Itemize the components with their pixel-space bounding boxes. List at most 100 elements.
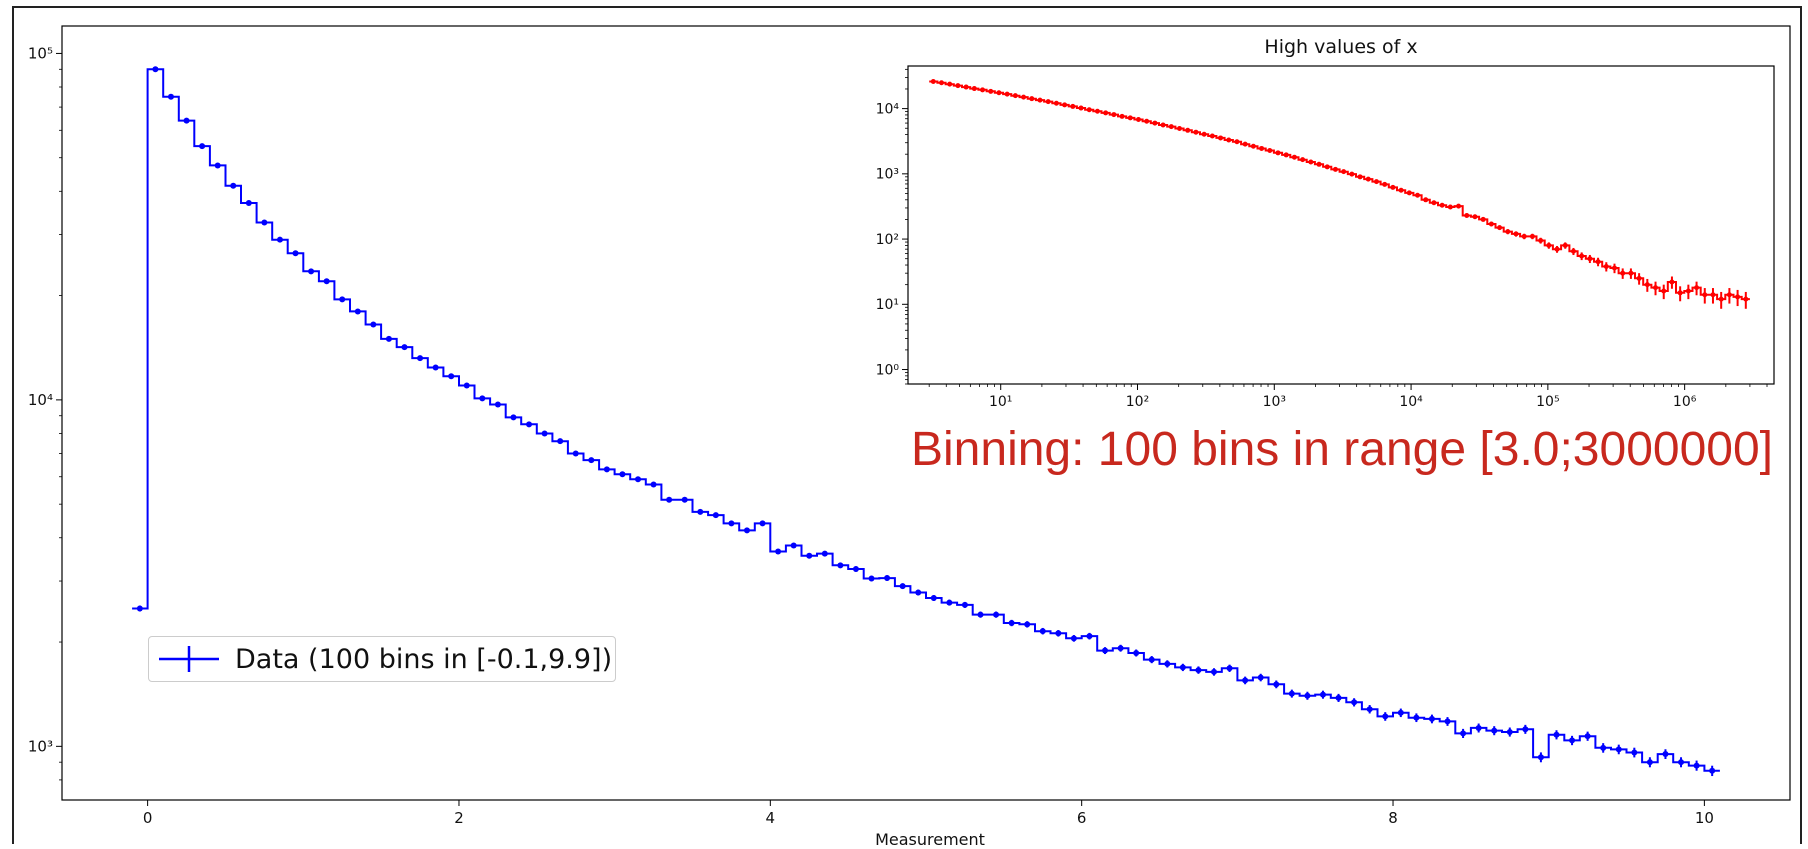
- inset-data-point: [1037, 97, 1043, 103]
- x-axis-label: Measurement: [875, 830, 985, 849]
- main-data-point: [977, 611, 984, 618]
- legend-label: Data (100 bins in [-0.1,9.9]): [235, 643, 613, 675]
- inset-data-point: [1538, 238, 1544, 244]
- main-data-point: [619, 471, 626, 478]
- inset-data-point: [1669, 279, 1675, 285]
- main-data-point: [837, 562, 844, 569]
- main-data-point: [557, 438, 564, 445]
- inset-data-point: [1570, 248, 1576, 254]
- main-data-point: [1413, 714, 1420, 721]
- inset-y-tick-label: 10³: [876, 167, 899, 183]
- binning-annotation: Binning: 100 bins in range [3.0;3000000]: [911, 423, 1774, 476]
- inset-data-point: [1365, 176, 1371, 182]
- inset-data-point: [1653, 285, 1659, 291]
- main-data-point: [1008, 619, 1015, 626]
- main-data-point: [1615, 746, 1622, 753]
- main-data-point: [1164, 660, 1171, 667]
- inset-data-point: [1735, 294, 1741, 300]
- main-data-point: [354, 308, 361, 315]
- inset-data-point: [1218, 135, 1224, 141]
- main-data-point: [728, 520, 735, 527]
- inset-data-point: [1497, 225, 1503, 231]
- main-data-point: [292, 250, 299, 257]
- inset-data-point: [1283, 152, 1289, 158]
- main-data-point: [697, 508, 704, 515]
- inset-title: High values of x: [1264, 36, 1418, 58]
- inset-data-point: [1398, 187, 1404, 193]
- inset-data-point: [1291, 154, 1297, 160]
- main-data-point: [868, 575, 875, 582]
- inset-x-tick-label: 10¹: [989, 394, 1012, 410]
- inset-data-point: [1554, 246, 1560, 252]
- main-data-point: [308, 268, 315, 275]
- main-data-point: [1693, 762, 1700, 769]
- main-data-point: [775, 548, 782, 555]
- inset-data-point: [1094, 108, 1100, 114]
- inset-data-point: [1316, 161, 1322, 167]
- inset-data-point: [996, 90, 1002, 96]
- inset-data-point: [971, 86, 977, 92]
- inset-data-point: [1726, 292, 1732, 298]
- main-data-point: [759, 520, 766, 527]
- inset-data-point: [1111, 112, 1117, 118]
- inset-data-point: [1349, 171, 1355, 177]
- inset-data-point: [1086, 107, 1092, 113]
- inset-x-tick-label: 10³: [1263, 394, 1286, 410]
- inset-data-point: [1562, 242, 1568, 248]
- main-data-point: [1070, 635, 1077, 642]
- main-data-point: [1304, 692, 1311, 699]
- main-data-point: [603, 466, 610, 473]
- main-data-point: [448, 373, 455, 380]
- main-data-point: [572, 450, 579, 457]
- main-data-point: [1491, 727, 1498, 734]
- inset-data-point: [938, 80, 944, 86]
- inset-data-point: [1644, 282, 1650, 288]
- main-data-point: [1444, 718, 1451, 725]
- inset-data-point: [1308, 159, 1314, 165]
- main-data-point: [1553, 731, 1560, 738]
- main-data-point: [1288, 690, 1295, 697]
- main-data-point: [494, 401, 501, 408]
- inset-data-point: [1357, 174, 1363, 180]
- inset-data-point: [1300, 157, 1306, 163]
- inset-data-point: [1628, 270, 1634, 276]
- main-data-point: [806, 552, 813, 559]
- inset-data-point: [1201, 131, 1207, 137]
- legend: Data (100 bins in [-0.1,9.9]): [148, 636, 616, 682]
- main-data-point: [401, 344, 408, 351]
- main-data-point: [1226, 665, 1233, 672]
- inset-data-point: [1702, 292, 1708, 298]
- inset-data-point: [1439, 202, 1445, 208]
- inset-data-point: [1242, 141, 1248, 147]
- inset-background: [908, 66, 1774, 384]
- inset-data-point: [1694, 285, 1700, 291]
- inset-data-point: [1177, 126, 1183, 132]
- inset-data-point: [1529, 233, 1535, 239]
- inset-data-point: [1447, 204, 1453, 210]
- main-data-point: [588, 457, 595, 464]
- main-data-point: [152, 66, 159, 73]
- inset-axes-box: [907, 65, 1775, 385]
- main-data-point: [1678, 759, 1685, 766]
- inset-x-tick-label: 10⁵: [1536, 394, 1559, 410]
- main-x-tick-label: 8: [1388, 809, 1398, 827]
- inset-data-point: [1456, 203, 1462, 209]
- main-data-point: [712, 512, 719, 519]
- main-series-line: [132, 68, 1720, 772]
- inset-data-point: [1053, 100, 1059, 106]
- main-data-point: [1102, 647, 1109, 654]
- main-data-point: [899, 583, 906, 590]
- main-data-point: [1117, 645, 1124, 652]
- main-data-point: [1195, 667, 1202, 674]
- main-data-point: [961, 601, 968, 608]
- inset-data-point: [1743, 296, 1749, 302]
- inset-data-point: [1144, 118, 1150, 124]
- main-data-point: [1211, 668, 1217, 675]
- main-data-point: [136, 605, 143, 612]
- inset-data-point: [1250, 143, 1256, 149]
- inset-data-point: [1341, 169, 1347, 175]
- inset-data-point: [1021, 94, 1027, 100]
- inset-data-point: [1431, 200, 1437, 206]
